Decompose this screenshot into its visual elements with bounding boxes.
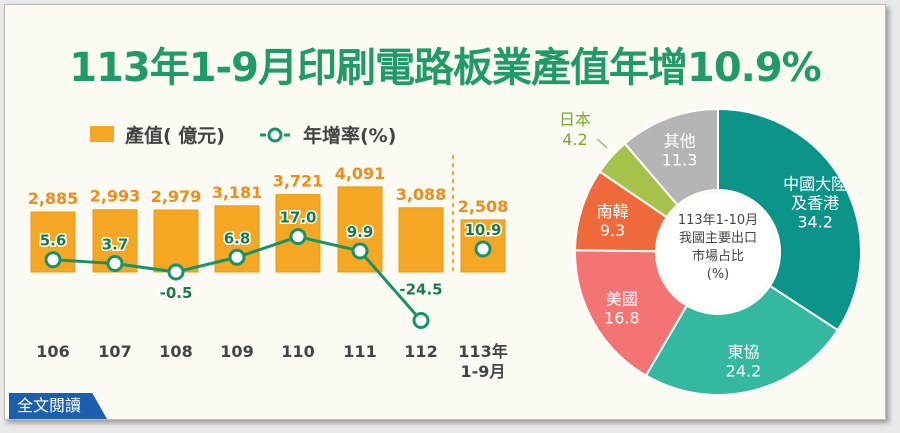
x-tick-label: 109 bbox=[220, 342, 253, 361]
pie-label: 其他 11.3 bbox=[662, 131, 698, 169]
growth-point bbox=[351, 242, 369, 260]
pie-slice bbox=[623, 107, 719, 207]
legend-bar-swatch bbox=[90, 126, 114, 142]
bar-value-label: 4,091 bbox=[335, 164, 386, 183]
bar-value-label: 3,088 bbox=[396, 185, 447, 204]
growth-value-label: -0.5 bbox=[160, 284, 193, 302]
growth-value-label: 9.9 bbox=[347, 223, 374, 241]
pie-label: 南韓 9.3 bbox=[597, 202, 629, 240]
growth-value-label: 10.9 bbox=[464, 221, 501, 239]
legend-bar-label: 產值( 億元) bbox=[125, 124, 225, 147]
pie-slice bbox=[644, 284, 840, 396]
growth-point bbox=[412, 311, 430, 329]
bar-value-label: 2,508 bbox=[458, 197, 509, 216]
read-full-text-button[interactable]: 全文閱讀 bbox=[9, 393, 107, 419]
infographic-frame: 113年1-9月印刷電路板業產值年增10.9% 產值( 億元) 年增率(%) 2,8… bbox=[4, 4, 886, 420]
growth-point bbox=[167, 263, 185, 281]
bar-value-label: 2,993 bbox=[90, 187, 141, 206]
pie-slice bbox=[574, 249, 689, 377]
pie-leader-line bbox=[596, 138, 608, 149]
legend-line-label: 年增率(%) bbox=[303, 124, 396, 147]
bar-value-label: 3,181 bbox=[212, 183, 263, 202]
bar-value-label: 2,979 bbox=[151, 187, 202, 206]
pie-slice bbox=[717, 107, 862, 332]
pie-value: 4.2 bbox=[562, 130, 587, 149]
growth-value-label: 6.8 bbox=[224, 229, 251, 247]
x-tick-label: 111 bbox=[343, 342, 376, 361]
chart-area: 產值( 億元) 年增率(%) 2,885 106 2,993 107 2,979 108 3,1… bbox=[28, 107, 862, 396]
x-tick-label: 107 bbox=[98, 342, 131, 361]
pie-title: 113年1-10月我國主要出口市場占比(%) bbox=[678, 213, 758, 282]
pie-label: 中國大陸及香港 34.2 bbox=[783, 174, 847, 231]
growth-point bbox=[474, 240, 492, 258]
pie-label: 日本 bbox=[559, 110, 591, 129]
bar-value-label: 2,885 bbox=[28, 189, 79, 208]
bar bbox=[153, 209, 199, 273]
growth-value-label: 5.6 bbox=[40, 232, 67, 250]
x-tick-label: 108 bbox=[159, 342, 192, 361]
pie-label: 東協 24.2 bbox=[726, 343, 762, 381]
x-tick-label: 112 bbox=[404, 342, 437, 361]
bar-value-label: 3,721 bbox=[273, 172, 324, 191]
x-tick-label: 110 bbox=[281, 342, 314, 361]
growth-value-label: 3.7 bbox=[102, 236, 129, 254]
pie-label: 美國 16.8 bbox=[604, 289, 640, 327]
x-tick-label: 106 bbox=[36, 342, 69, 361]
growth-point bbox=[228, 248, 246, 266]
growth-point bbox=[106, 255, 124, 273]
growth-value-label: 17.0 bbox=[279, 209, 316, 227]
legend-line-marker bbox=[267, 127, 283, 143]
bar bbox=[398, 207, 444, 273]
growth-value-label: -24.5 bbox=[399, 280, 442, 298]
growth-point bbox=[44, 251, 62, 269]
growth-point bbox=[289, 228, 307, 246]
x-tick-label: 113年 1-9月 bbox=[458, 342, 507, 381]
page-title: 113年1-9月印刷電路板業產值年增10.9% bbox=[69, 45, 822, 91]
pie-center bbox=[659, 193, 777, 311]
